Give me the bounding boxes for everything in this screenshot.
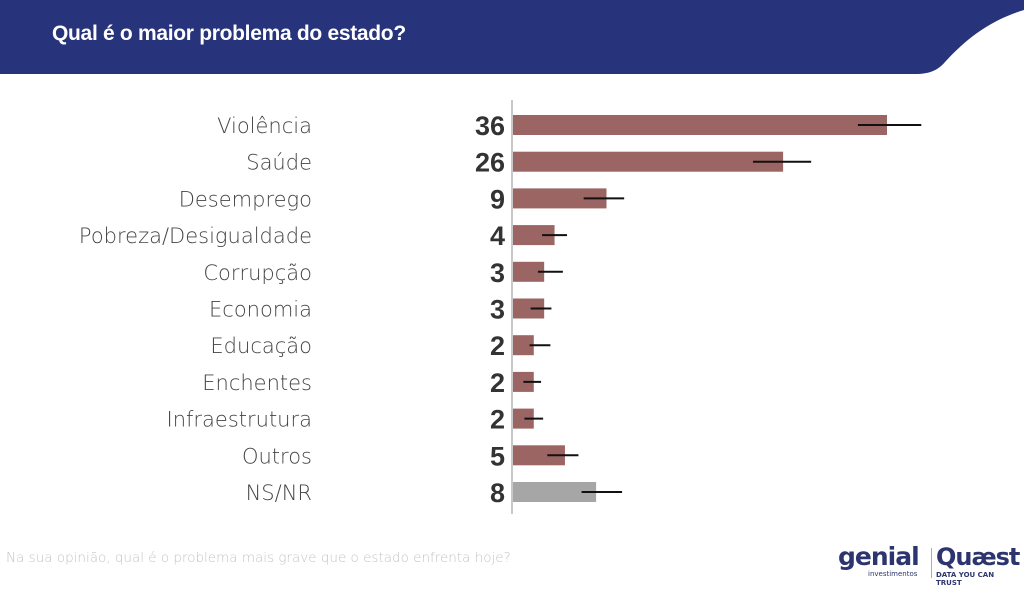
bar <box>513 482 597 502</box>
header-banner: Qual é o maior problema do estado? <box>0 0 1024 74</box>
bar <box>513 151 784 172</box>
category-label: Corrupção <box>203 261 312 285</box>
chart-title: Qual é o maior problema do estado? <box>52 22 406 45</box>
value-label: 4 <box>490 221 505 251</box>
value-label: 8 <box>490 478 505 508</box>
value-label: 2 <box>490 368 505 398</box>
value-label: 3 <box>490 295 505 325</box>
category-label: NS/NR <box>246 481 312 505</box>
category-label: Economia <box>209 298 312 322</box>
category-label: Desemprego <box>179 187 312 211</box>
value-label: 2 <box>490 405 505 435</box>
logos: genial investimentos Quæst DATA YOU CAN … <box>838 542 1020 588</box>
genial-logo: genial <box>838 542 920 571</box>
bar <box>513 335 534 356</box>
bar <box>513 115 887 135</box>
bar <box>513 408 534 429</box>
value-label: 3 <box>490 258 505 288</box>
category-label: Enchentes <box>202 371 312 395</box>
value-label: 2 <box>490 331 505 361</box>
logo-divider <box>931 548 932 578</box>
bar-chart: Violência 36 Saúde 26 Desemprego 9 Pobreza/Des… <box>79 100 922 514</box>
category-label: Educação <box>210 334 312 358</box>
bar <box>513 261 545 282</box>
category-label: Pobreza/Desigualdade <box>79 224 312 248</box>
value-label: 36 <box>475 111 505 141</box>
bar <box>513 188 607 209</box>
genial-logo-subtitle: investimentos <box>868 570 918 578</box>
value-label: 9 <box>490 184 505 214</box>
category-label: Violência <box>217 114 312 138</box>
bar <box>513 298 545 319</box>
bar <box>513 225 555 246</box>
question-footnote: Na sua opinião, qual é o problema mais g… <box>6 550 511 566</box>
category-label: Infraestrutura <box>167 408 312 432</box>
bar <box>513 445 565 466</box>
quaest-logo-subtitle: DATA YOU CAN TRUST <box>936 571 995 587</box>
value-label: 26 <box>475 148 505 178</box>
category-label: Outros <box>242 444 312 468</box>
category-label: Saúde <box>246 151 312 175</box>
quaest-logo: Quæst <box>936 543 1020 571</box>
value-label: 5 <box>490 441 505 471</box>
header-background <box>0 0 1024 74</box>
